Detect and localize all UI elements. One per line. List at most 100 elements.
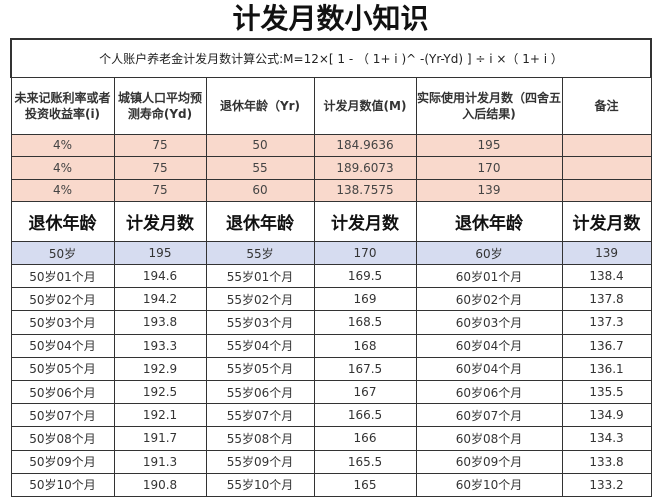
table-cell: 备注 [561,76,652,135]
table-cell: 计发月数 [113,201,207,242]
table-cell: 计发月数 [561,201,652,242]
table-cell: 55岁05个月 [205,356,315,381]
table-row: 50岁06个月 192.5 55岁06个月 167 60岁06个月 135.5 [10,379,652,405]
table-cell: 139 [415,178,563,202]
table-row: 50岁05个月 192.9 55岁05个月 167.5 60岁04个月 136.1 [10,356,652,381]
table-row: 50岁08个月 191.7 55岁08个月 166 60岁08个月 134.3 [10,426,652,451]
table-cell: 190.8 [113,472,207,497]
table-cell: 50岁09个月 [10,449,115,474]
table-cell: 168.5 [313,310,417,335]
table-cell: 193.3 [113,333,207,358]
table-cell: 60岁04个月 [415,333,563,358]
table-cell: 50岁10个月 [10,472,115,497]
params-row: 4% 75 55 189.6073 170 [10,156,652,180]
table-cell [561,156,652,180]
table-cell: 75 [113,178,207,202]
params-row: 4% 75 60 138.7575 139 [10,178,652,202]
table-row: 50岁09个月 191.3 55岁09个月 165.5 60岁09个月 133.8 [10,449,652,474]
table-cell: 4% [10,156,115,180]
table-cell: 退休年龄 [205,201,315,242]
table-cell: 137.8 [561,287,652,312]
table-cell: 166 [313,426,417,451]
table-cell: 138.4 [561,263,652,289]
table-cell: 60岁09个月 [415,449,563,474]
params-row: 4% 75 50 184.9636 195 [10,133,652,157]
table-cell: 194.6 [113,263,207,289]
table-cell: 55岁07个月 [205,403,315,428]
table-cell: 60岁 [415,241,563,265]
table-cell: 167.5 [313,356,417,381]
table-cell: 134.3 [561,426,652,451]
table-cell: 计发月数 [313,201,417,242]
table-cell: 192.1 [113,403,207,428]
table-cell: 194.2 [113,287,207,312]
table-cell: 未来记账利率或者投资收益率(i) [10,76,115,135]
table-cell: 55岁06个月 [205,379,315,405]
table-cell: 192.9 [113,356,207,381]
table-cell: 实际使用计发月数（四舍五入后结果) [415,76,563,135]
table-cell: 55岁02个月 [205,287,315,312]
table-row: 50岁02个月 194.2 55岁02个月 169 60岁02个月 137.8 [10,287,652,312]
table-cell: 165.5 [313,449,417,474]
table-cell: 55岁10个月 [205,472,315,497]
table-cell: 50岁07个月 [10,403,115,428]
table-cell: 4% [10,178,115,202]
table-cell: 60岁08个月 [415,426,563,451]
table-cell: 136.1 [561,356,652,381]
table-cell: 退休年龄（Yr) [205,76,315,135]
table-cell: 170 [415,156,563,180]
table-cell: 60岁03个月 [415,310,563,335]
table-cell: 退休年龄 [10,201,115,242]
table-row: 50岁04个月 193.3 55岁04个月 168 60岁04个月 136.7 [10,333,652,358]
table-cell: 计发月数值(M) [313,76,417,135]
table-cell: 170 [313,241,417,265]
table-cell: 60岁01个月 [415,263,563,289]
table-cell: 60岁10个月 [415,472,563,497]
params-header-row: 未来记账利率或者投资收益率(i) 城镇人口平均预测寿命(Yd) 退休年龄（Yr) 计发… [10,76,652,135]
table-cell: 167 [313,379,417,405]
table-cell: 60岁02个月 [415,287,563,312]
page-title: 计发月数小知识 [232,2,429,35]
table-cell: 60岁04个月 [415,356,563,381]
table-cell: 133.2 [561,472,652,497]
table-cell: 55岁03个月 [205,310,315,335]
table-cell: 50岁08个月 [10,426,115,451]
table-cell: 55岁04个月 [205,333,315,358]
table-cell: 191.7 [113,426,207,451]
table-cell: 168 [313,333,417,358]
table-cell: 136.7 [561,333,652,358]
table-cell: 195 [113,241,207,265]
table-cell: 75 [113,133,207,157]
table-cell: 139 [561,241,652,265]
table-row: 50岁10个月 190.8 55岁10个月 165 60岁10个月 133.2 [10,472,652,497]
table-cell: 166.5 [313,403,417,428]
table-cell: 193.8 [113,310,207,335]
table-cell: 133.8 [561,449,652,474]
table-row: 50岁01个月 194.6 55岁01个月 169.5 60岁01个月 138.4 [10,263,652,289]
table-cell: 135.5 [561,379,652,405]
formula-row: 个人账户养老金计发月数计算公式:M=12×[ 1 - （ 1+ i )^ -(Y… [9,38,653,78]
table-cell: 169 [313,287,417,312]
table-cell: 55岁08个月 [205,426,315,451]
table-cell: 55 [205,156,315,180]
table-cell [561,133,652,157]
highlight-row: 50岁 195 55岁 170 60岁 139 [10,241,652,265]
table-cell: 60岁06个月 [415,379,563,405]
table-cell: 50岁01个月 [10,263,115,289]
pension-months-table: 个人账户养老金计发月数计算公式:M=12×[ 1 - （ 1+ i )^ -(Y… [9,38,653,497]
table-row: 50岁03个月 193.8 55岁03个月 168.5 60岁03个月 137.3 [10,310,652,335]
table-cell: 50岁03个月 [10,310,115,335]
table-cell: 55岁09个月 [205,449,315,474]
table-cell: 4% [10,133,115,157]
table-cell: 138.7575 [313,178,417,202]
table-cell: 50岁 [10,241,115,265]
table-cell: 55岁01个月 [205,263,315,289]
formula-text: 个人账户养老金计发月数计算公式:M=12×[ 1 - （ 1+ i )^ -(Y… [9,38,653,78]
table-cell: 50岁02个月 [10,287,115,312]
table-cell: 退休年龄 [415,201,563,242]
table-cell: 191.3 [113,449,207,474]
table-cell: 60岁07个月 [415,403,563,428]
table-cell: 55岁 [205,241,315,265]
table-cell: 50岁06个月 [10,379,115,405]
table-cell: 50 [205,133,315,157]
